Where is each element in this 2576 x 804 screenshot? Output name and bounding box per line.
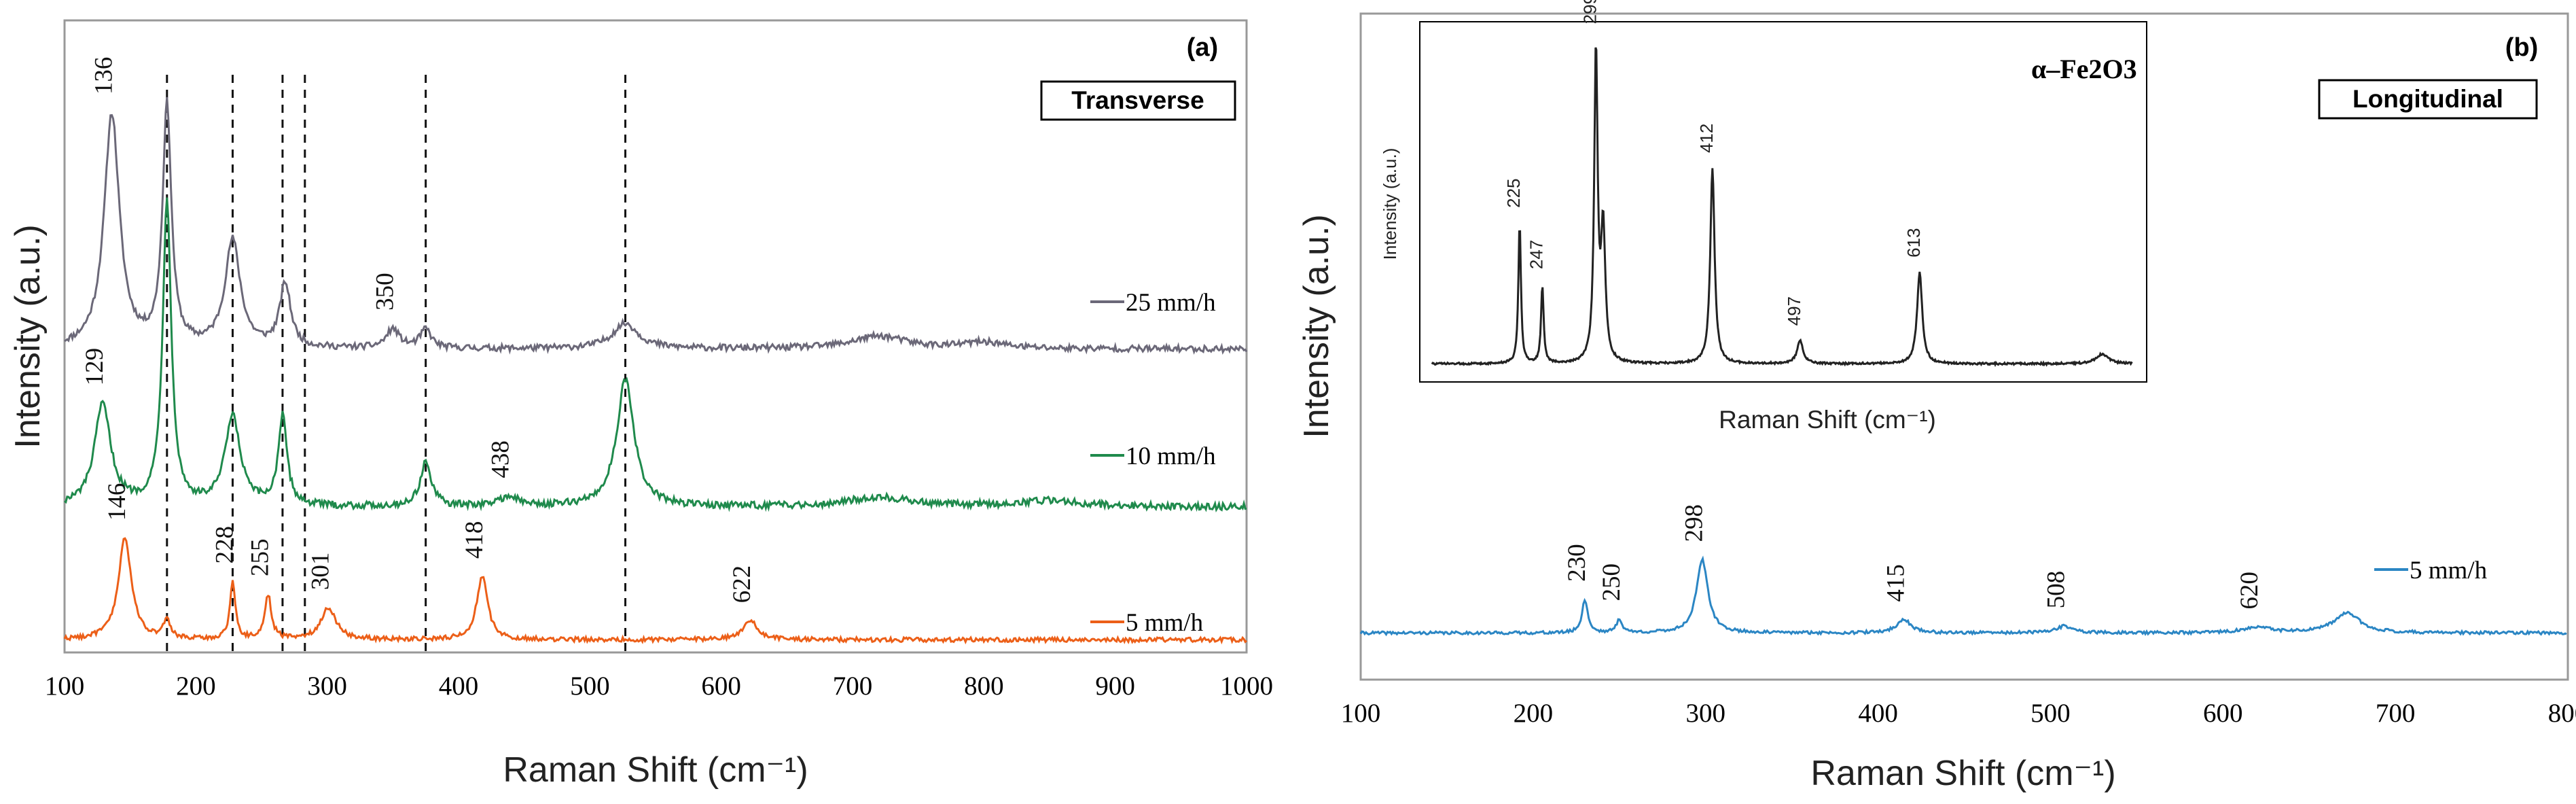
panel-a-series-0 [64, 97, 1248, 355]
panel-a-peak-label: 136 [90, 57, 118, 95]
panel-a-xtick: 300 [307, 671, 347, 701]
panel-a-xtick: 600 [701, 671, 741, 701]
panel-a-xtick: 700 [833, 671, 873, 701]
panel-b-xtick: 500 [2031, 699, 2071, 728]
inset-peak-label: 613 [1903, 228, 1924, 257]
inset-xlabel: Raman Shift (cm⁻¹) [1719, 406, 1936, 434]
panel-a-frame [63, 19, 1248, 654]
panel-b-xtick: 100 [1341, 699, 1381, 728]
panel-a-xtick: 900 [1095, 671, 1135, 701]
inset-peak-label: 247 [1526, 240, 1546, 269]
panel-a-legend-label: 5 mm/h [1126, 609, 1204, 637]
panel-a-peak-label: 146 [103, 483, 131, 521]
panel-a-peak-label: 228 [211, 526, 238, 564]
panel-a-xtick: 800 [964, 671, 1004, 701]
panel-b-box [2318, 79, 2538, 120]
inset-title: α–Fe2O3 [2031, 54, 2137, 84]
panel-a-xtick: 200 [176, 671, 216, 701]
inset: 225 247 299 412 497 613 α–Fe2O3 Raman Shift (… [1380, 0, 2147, 434]
panel-b-xtick: 600 [2203, 699, 2243, 728]
inset-peak-label: 225 [1503, 178, 1524, 207]
panel-b-ylabel: Intensity (a.u.) [1297, 214, 1336, 438]
panel-b-peak-label: 298 [1681, 504, 1709, 542]
inset-series-0 [1431, 47, 2133, 368]
panel-a-xlabel: Raman Shift (cm⁻¹) [503, 750, 808, 790]
panel-a-box-label: Transverse [1071, 86, 1204, 114]
panel-a-peak-label: 255 [247, 538, 274, 576]
panel-b-legend-label: 5 mm/h [2410, 557, 2488, 584]
panel-b-xtick: 200 [1514, 699, 1554, 728]
panel-a-peak-label: 129 [81, 348, 109, 386]
panel-a-xtick: 100 [45, 671, 85, 701]
panel-b-xtick: 800 [2548, 699, 2576, 728]
panel-b-xlabel: Raman Shift (cm⁻¹) [1810, 754, 2115, 793]
panel-b-box-label: Longitudinal [2353, 85, 2503, 113]
panel-a-ylabel: Intensity (a.u.) [8, 224, 48, 448]
panel-a-legend-label: 25 mm/h [1126, 289, 1216, 317]
inset-peak-label: 412 [1696, 124, 1717, 153]
inset-ylabel: Intensity (a.u.) [1380, 148, 1400, 260]
panel-a-peak-label: 301 [307, 553, 335, 590]
panel-b-peak-label: 230 [1563, 544, 1591, 582]
panel-b-peak-label: 415 [1882, 564, 1910, 602]
panel-b-xtick: 700 [2376, 699, 2416, 728]
panel-a-box [1040, 80, 1236, 121]
panel-a-peak-label: 622 [728, 565, 756, 604]
panel-b-series-0 [1359, 555, 2567, 637]
panel-a-peak-label: 350 [371, 273, 399, 311]
panel-a-legend-label: 10 mm/h [1126, 442, 1216, 470]
panel-a-label: (a) [1187, 33, 1218, 62]
panel-a-peak-label: 418 [461, 521, 488, 559]
panel-b-label: (b) [2505, 33, 2539, 62]
panel-a-peak-label: 438 [486, 440, 514, 478]
panel-a: 136 350 129 438 146 228 255 301 418 622 25 mm/h 10… [8, 19, 1273, 790]
panel-b-peak-label: 250 [1598, 563, 1626, 601]
panel-a-xtick: 400 [439, 671, 479, 701]
panel-b-peak-label: 508 [2043, 571, 2071, 609]
panel-b-xtick: 300 [1685, 699, 1725, 728]
inset-peak-label: 497 [1784, 296, 1804, 326]
panel-a-xtick: 1000 [1220, 671, 1273, 701]
inset-peak-label: 299 [1579, 0, 1600, 24]
panel-b-xtick: 400 [1858, 699, 1898, 728]
panel-b-frame [1359, 12, 2569, 681]
panel-b-peak-label: 620 [2236, 572, 2264, 610]
panel-a-series-1 [64, 197, 1247, 512]
panel-a-series-2 [63, 537, 1248, 645]
panel-a-xtick: 500 [570, 671, 610, 701]
